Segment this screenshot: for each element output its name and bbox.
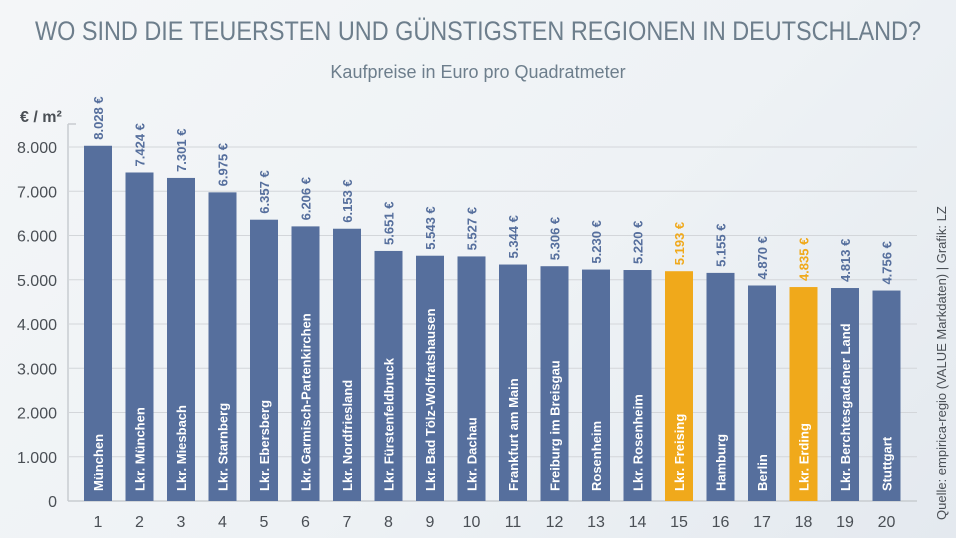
value-label: 8.028 € [91,96,106,139]
x-rank-label: 5 [260,514,269,531]
category-label: München [91,434,106,491]
bar [167,177,195,501]
y-tick-label: 4.000 [17,317,57,334]
category-label: Frankfurt am Main [506,378,521,491]
y-tick-label: 5.000 [17,273,57,290]
category-label: Berlin [755,454,770,491]
category-label: Lkr. Miesbach [174,405,189,491]
x-rank-label: 2 [135,514,144,531]
x-rank-label: 12 [546,514,564,531]
value-label: 6.975 € [216,143,231,186]
category-label: Lkr. Ebersberg [257,400,272,491]
value-label: 6.357 € [257,170,272,213]
value-label: 5.230 € [589,220,604,263]
x-rank-label: 3 [177,514,186,531]
y-axis-unit: € / m² [20,109,62,126]
bar [789,287,818,501]
value-label: 7.301 € [174,129,189,172]
category-label: Freiburg im Breisgau [548,360,563,491]
category-label: Stuttgart [880,436,895,491]
bar [831,288,859,501]
bar [333,228,361,502]
y-tick-label: 8.000 [17,140,57,157]
category-label: Lkr. Berchtesgadener Land [838,323,853,491]
bar [250,219,278,501]
x-rank-label: 6 [301,514,310,531]
source-note: Quelle: empirica-regio (VALUE Markdaten)… [934,206,949,520]
value-label: 5.306 € [548,217,563,260]
category-label: Lkr. Fürstenfeldbruck [382,357,397,491]
value-label: 5.651 € [382,202,397,245]
x-rank-label: 9 [426,514,435,531]
x-rank-label: 7 [343,514,352,531]
value-label: 7.424 € [133,123,148,166]
value-label: 5.527 € [465,207,480,250]
category-label: Lkr. Bad Tölz-Wolfratshausen [423,308,438,491]
category-label: Lkr. Dachau [465,417,480,491]
x-rank-label: 14 [629,514,647,531]
x-rank-label: 11 [505,514,522,531]
value-label: 5.344 € [506,215,521,258]
bar [872,290,901,501]
bar [125,172,154,501]
category-label: Lkr. Freising [672,414,687,491]
bar [665,271,693,501]
category-label: Lkr. Nordfriesland [340,380,355,491]
x-rank-label: 16 [712,514,730,531]
chart-subtitle: Kaufpreise in Euro pro Quadratmeter [330,62,625,82]
category-label: Lkr. München [133,407,148,491]
y-tick-label: 2.000 [17,406,57,423]
x-rank-label: 19 [836,514,854,531]
chart-title: WO SIND DIE TEUERSTEN UND GÜNSTIGSTEN RE… [35,16,921,46]
bar [84,145,112,502]
bar [499,264,527,501]
y-tick-label: 7.000 [17,184,57,201]
value-label: 4.835 € [797,238,812,281]
value-label: 6.153 € [340,179,355,222]
category-label: Rosenheim [589,421,604,491]
y-tick-label: 0 [48,494,57,511]
bar [623,270,652,501]
x-rank-label: 4 [218,514,227,531]
x-rank-label: 17 [753,514,771,531]
bar [706,272,735,501]
bar [457,256,486,501]
value-label: 5.193 € [672,222,687,265]
category-label: Lkr. Garmisch-Partenkirchen [299,313,314,491]
category-label: Hamburg [714,434,729,491]
x-rank-label: 18 [795,514,813,531]
x-rank-label: 15 [670,514,688,531]
bar [374,250,403,501]
x-rank-label: 8 [384,514,393,531]
bar [208,192,237,501]
bar [748,285,776,501]
bar [540,266,569,501]
bar [291,226,320,501]
value-label: 5.155 € [714,224,729,267]
x-rank-label: 10 [463,514,481,531]
value-label: 5.543 € [423,206,438,249]
value-label: 4.870 € [755,236,770,279]
bar [416,255,444,501]
y-tick-label: 1.000 [17,450,57,467]
category-label: Lkr. Starnberg [216,403,231,491]
bar [582,269,610,501]
value-label: 5.220 € [631,221,646,264]
x-rank-label: 1 [94,514,103,531]
value-label: 4.756 € [880,241,895,284]
x-rank-label: 13 [587,514,605,531]
value-label: 6.206 € [299,177,314,220]
category-label: Lkr. Erding [797,423,812,491]
y-tick-label: 6.000 [17,229,57,246]
category-label: Lkr. Rosenheim [631,394,646,491]
x-rank-label: 20 [878,514,896,531]
value-label: 4.813 € [838,239,853,282]
y-tick-label: 3.000 [17,361,57,378]
